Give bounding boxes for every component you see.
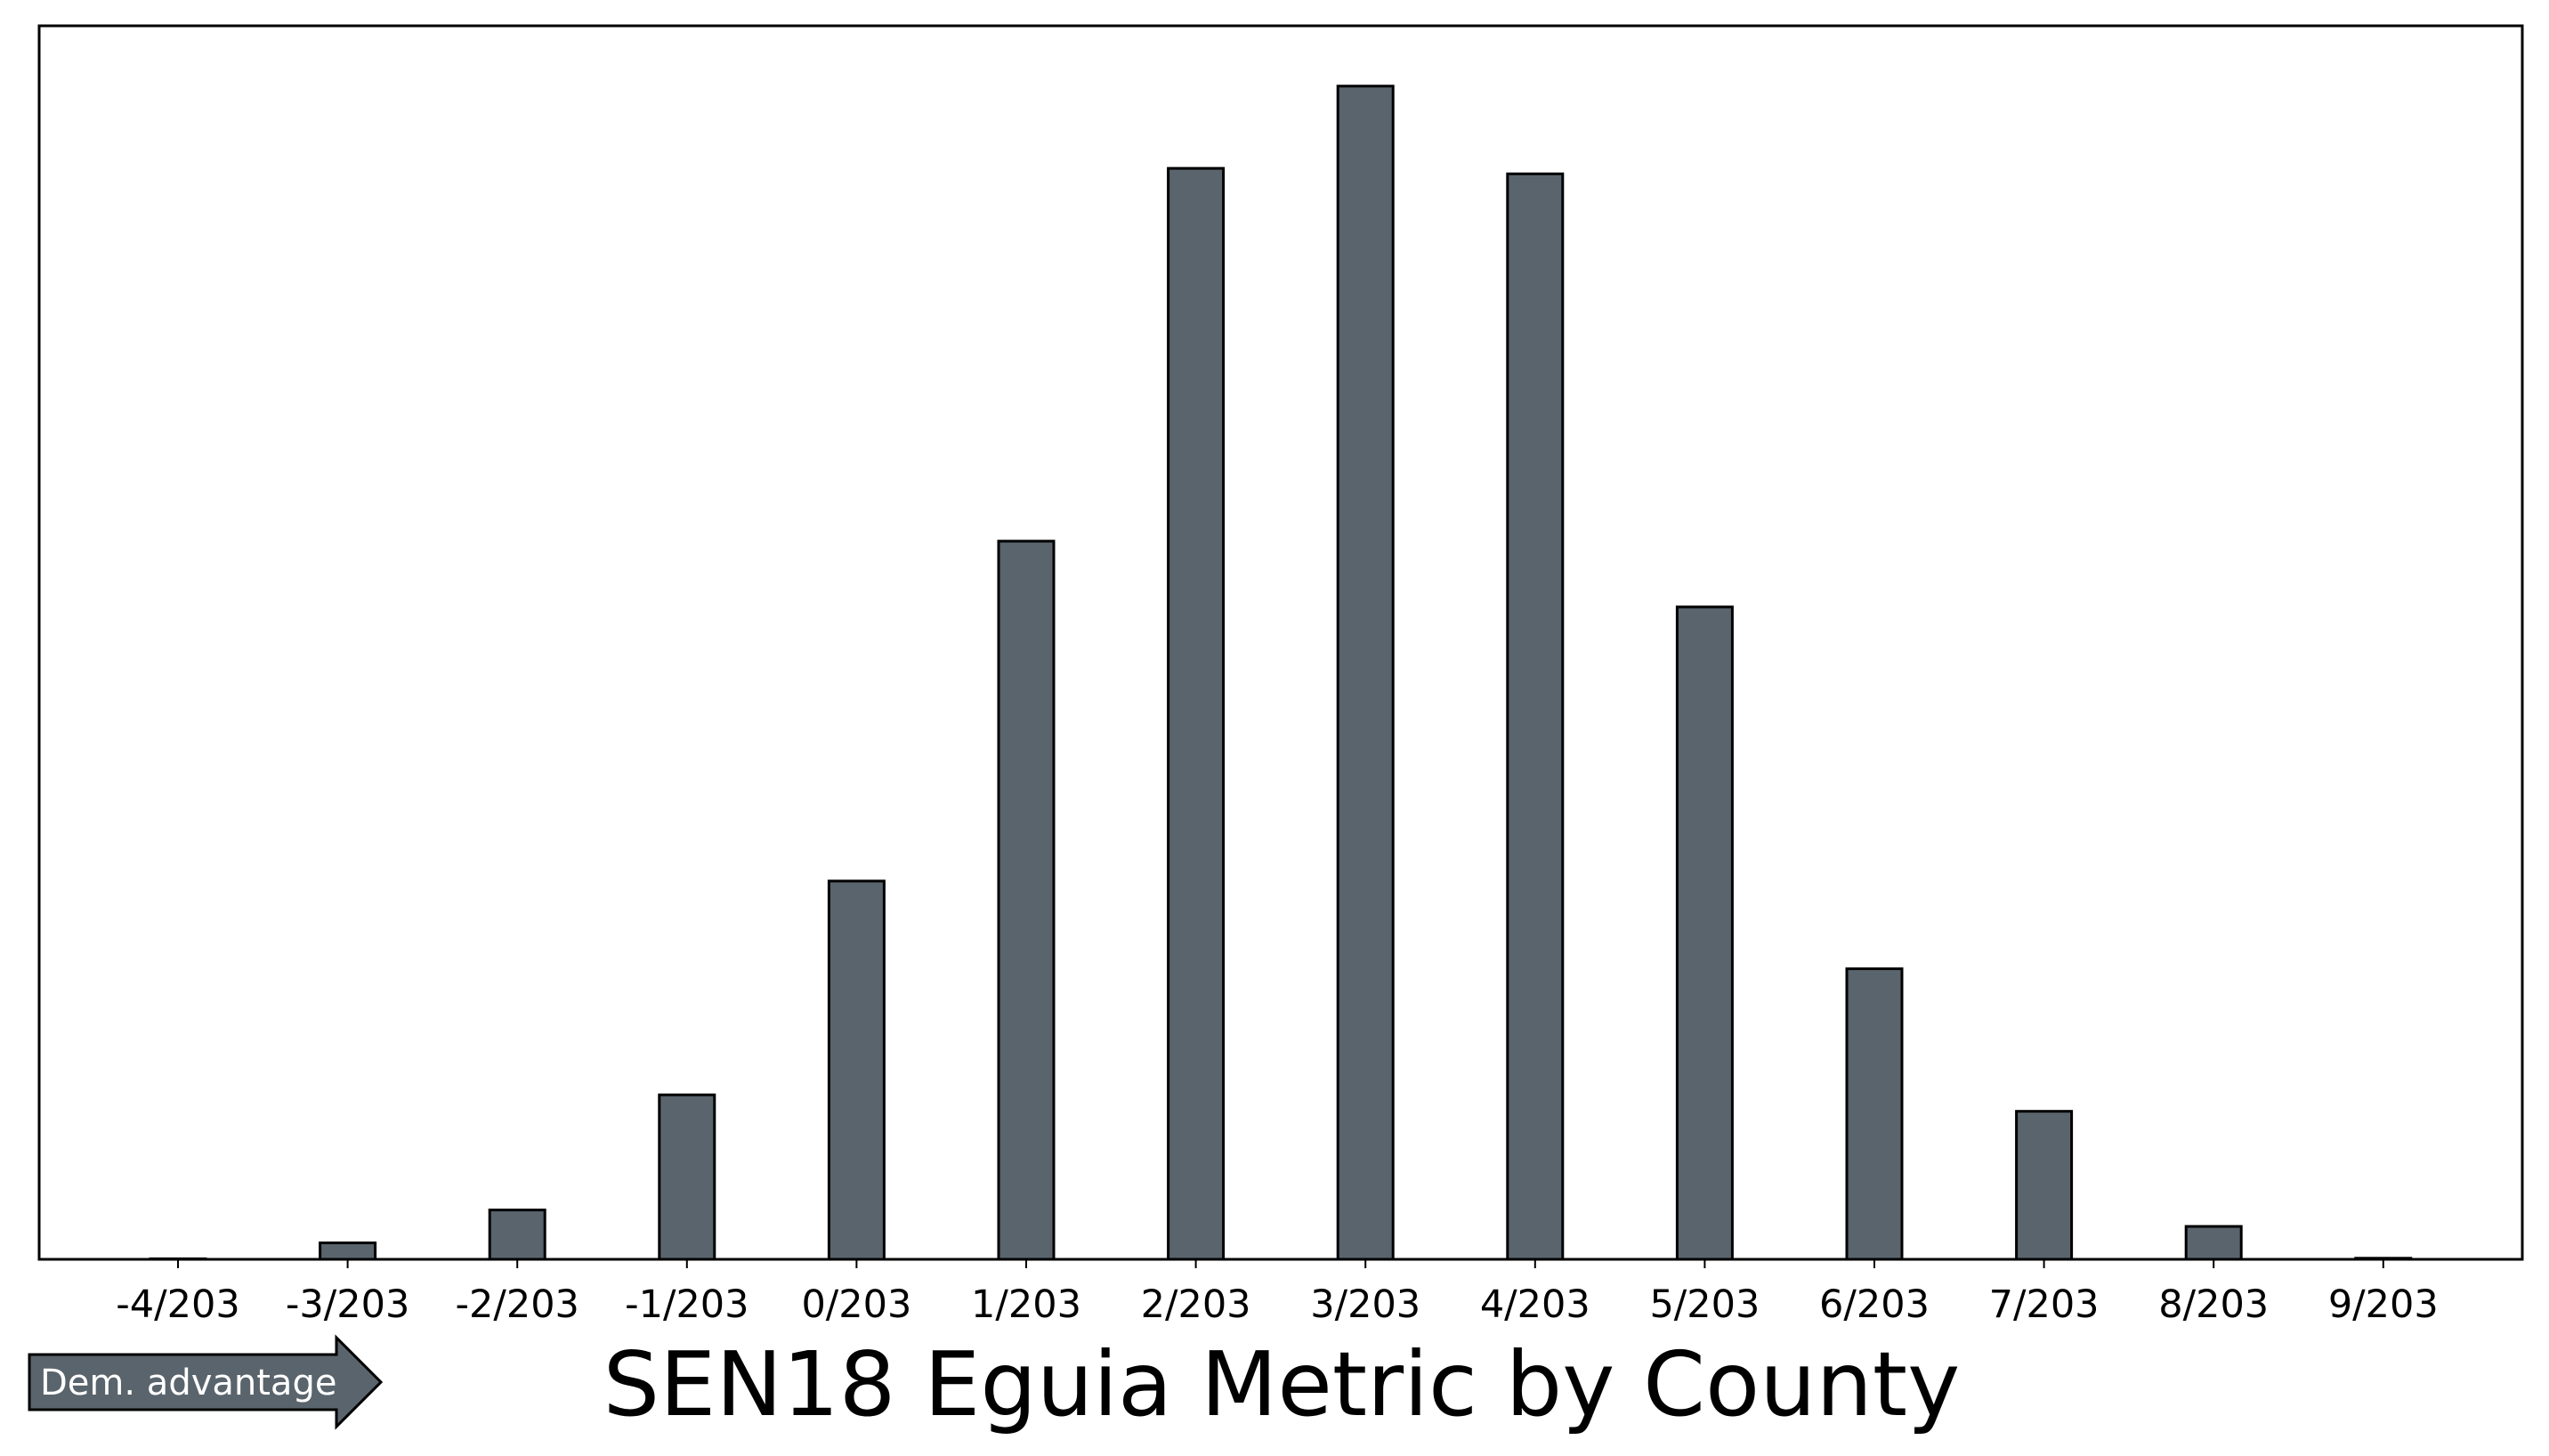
x-tick-label: -2/203 bbox=[455, 1282, 579, 1327]
bar-0/203 bbox=[827, 879, 886, 1261]
x-tick-label: 4/203 bbox=[1480, 1282, 1590, 1327]
x-tick-label: 9/203 bbox=[2328, 1282, 2439, 1327]
bar-group bbox=[149, 85, 2413, 1261]
chart-title: SEN18 Eguia Metric by County bbox=[603, 1332, 1961, 1436]
x-tick-label: 7/203 bbox=[1989, 1282, 2100, 1327]
x-tick-label: 3/203 bbox=[1310, 1282, 1420, 1327]
bar-2/203 bbox=[1167, 166, 1226, 1261]
x-tick-label: -1/203 bbox=[625, 1282, 749, 1327]
bar--1/203 bbox=[658, 1093, 716, 1261]
bar-4/203 bbox=[1506, 172, 1565, 1261]
bar-3/203 bbox=[1336, 85, 1395, 1261]
x-tick-label: 0/203 bbox=[801, 1282, 911, 1327]
x-tick-label: -3/203 bbox=[286, 1282, 409, 1327]
dem-advantage-arrow bbox=[28, 1334, 384, 1430]
x-tick-label: 8/203 bbox=[2158, 1282, 2269, 1327]
bar-6/203 bbox=[1845, 967, 1904, 1261]
x-tick-label: 5/203 bbox=[1649, 1282, 1760, 1327]
x-tick-label: 2/203 bbox=[1141, 1282, 1251, 1327]
x-tick-label: 6/203 bbox=[1819, 1282, 1930, 1327]
dem-advantage-label: Dem. advantage bbox=[40, 1363, 336, 1403]
bar-7/203 bbox=[2015, 1110, 2074, 1261]
bar-5/203 bbox=[1675, 605, 1734, 1261]
x-tick-label: -4/203 bbox=[116, 1282, 239, 1327]
plot-frame bbox=[37, 24, 2524, 1261]
bar-8/203 bbox=[2184, 1225, 2243, 1261]
x-tick-group bbox=[177, 1259, 2384, 1268]
x-tick-label-group: -4/203 -3/203 -2/203 -1/203 0/203 1/203 2/203 3… bbox=[116, 1282, 2438, 1327]
bar-1/203 bbox=[997, 539, 1056, 1261]
x-tick-label: 1/203 bbox=[971, 1282, 1081, 1327]
bar--2/203 bbox=[488, 1209, 546, 1261]
bar--3/203 bbox=[319, 1242, 377, 1261]
